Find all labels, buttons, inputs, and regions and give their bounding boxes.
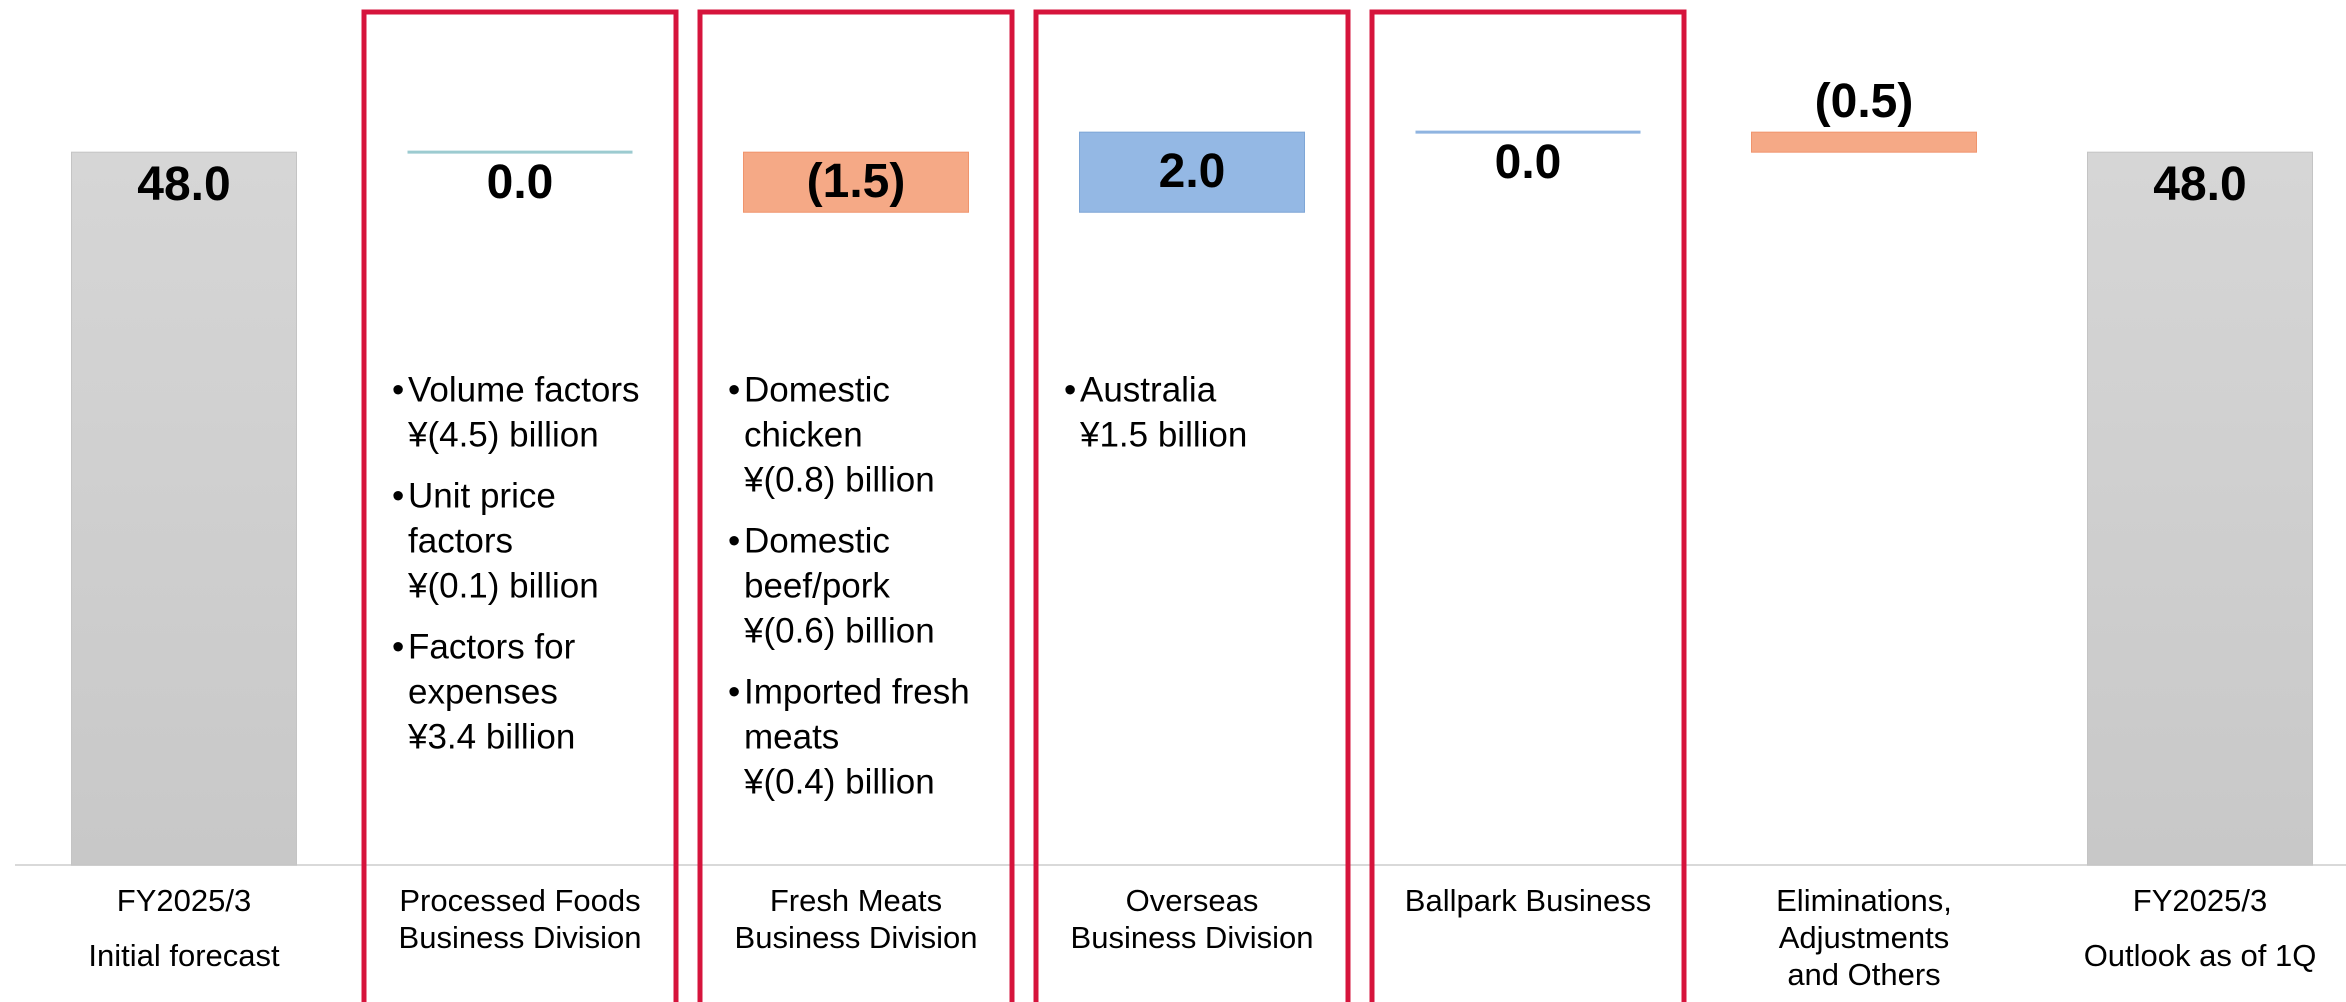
note-text: ¥(4.5) billion bbox=[407, 415, 599, 454]
value-label: (0.5) bbox=[1815, 75, 1914, 128]
x-tick-label: Fresh Meats Business Division bbox=[735, 883, 978, 955]
note-text: Australia bbox=[1080, 370, 1217, 409]
note-text: beef/pork bbox=[744, 566, 890, 605]
highlight-box bbox=[1369, 9, 1687, 1002]
x-tick-label: FY2025/3 Outlook as of 1Q bbox=[2084, 883, 2317, 973]
note-text: Volume factors bbox=[408, 370, 640, 409]
bullet: • bbox=[728, 370, 740, 409]
note-text: ¥(0.1) billion bbox=[407, 566, 599, 605]
value-label: 0.0 bbox=[487, 156, 554, 209]
value-label: 2.0 bbox=[1159, 145, 1226, 198]
note-text: Unit price bbox=[408, 476, 556, 515]
x-tick-label: Ballpark Business bbox=[1405, 883, 1651, 918]
bullet: • bbox=[392, 476, 404, 515]
x-tick-label: Eliminations, Adjustments and Others bbox=[1776, 883, 1952, 992]
bullet: • bbox=[728, 672, 740, 711]
note-text: chicken bbox=[744, 415, 863, 454]
note-text: expenses bbox=[408, 672, 558, 711]
x-tick-label: FY2025/3 Initial forecast bbox=[88, 883, 280, 973]
bullet: • bbox=[392, 627, 404, 666]
delta-bar bbox=[743, 151, 969, 213]
note-text: ¥1.5 billion bbox=[1079, 415, 1247, 454]
total-bar bbox=[71, 151, 297, 866]
note-text: meats bbox=[744, 717, 839, 756]
bullet: • bbox=[1064, 370, 1076, 409]
value-label: 48.0 bbox=[2153, 158, 2246, 211]
note-text: factors bbox=[408, 521, 513, 560]
highlight-box bbox=[361, 9, 679, 1002]
note-text: Factors for bbox=[408, 627, 576, 666]
total-bar bbox=[2087, 151, 2313, 866]
note-text: ¥(0.8) billion bbox=[743, 460, 935, 499]
note-text: Domestic bbox=[744, 521, 890, 560]
note-text: ¥(0.6) billion bbox=[743, 611, 935, 650]
delta-bar bbox=[1079, 131, 1305, 213]
bullet: • bbox=[728, 521, 740, 560]
x-tick-label: Processed Foods Business Division bbox=[399, 883, 642, 955]
note-text: ¥3.4 billion bbox=[407, 717, 575, 756]
value-label: 0.0 bbox=[1495, 136, 1562, 189]
value-label: 48.0 bbox=[137, 158, 230, 211]
note-text: ¥(0.4) billion bbox=[743, 762, 935, 801]
x-tick-label: Overseas Business Division bbox=[1071, 883, 1314, 955]
highlight-box bbox=[1033, 9, 1351, 1002]
highlight-box bbox=[697, 9, 1015, 1002]
note-text: Imported fresh bbox=[744, 672, 970, 711]
delta-bar bbox=[1751, 131, 1977, 153]
note-text: Domestic bbox=[744, 370, 890, 409]
bullet: • bbox=[392, 370, 404, 409]
value-label: (1.5) bbox=[807, 155, 906, 208]
